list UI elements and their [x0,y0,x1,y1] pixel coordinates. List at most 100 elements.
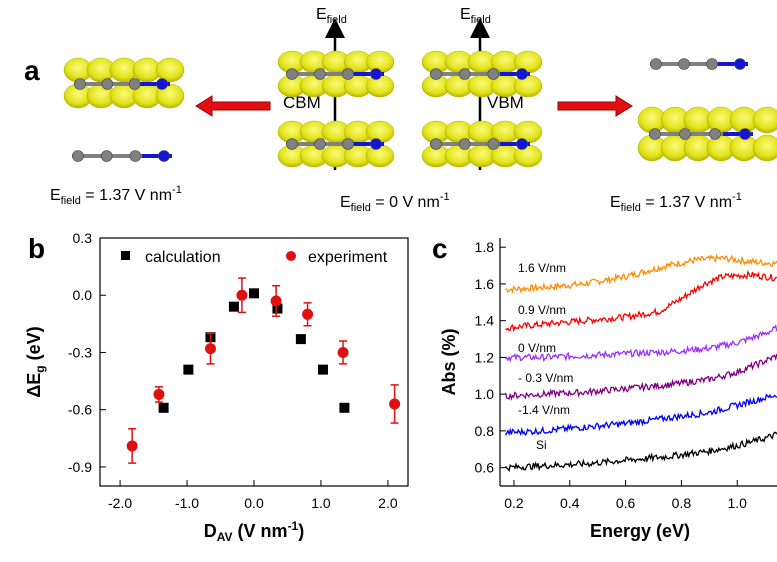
panel-b-marks [126,277,401,464]
density-vbm-upper-2 [421,74,543,98]
panel-c-letter: c [432,233,448,264]
legend-experiment: experiment [308,249,388,266]
spectrum-line [505,269,777,333]
panel-c-xtick-label: 0.8 [672,495,692,511]
calculation-point [183,364,194,375]
panel-c-ytick-label: 1.6 [475,276,495,292]
panel-c-marks: 1.6 V/nm 0.9 V/nm 0 V/nm - 0.3 V/nm -1.4 V/n… [504,253,777,472]
spectrum-line [505,431,777,472]
legend-calculation: calculation [145,249,221,266]
molecule-cbm-upper [286,68,384,80]
panel-b-letter: b [28,233,45,264]
panel-b-ytick-label: 0.3 [73,230,93,246]
calculation-point [249,288,259,299]
density-cbm-upper-2 [277,74,395,98]
legend-calculation-marker [121,251,130,260]
panel-c-xtick-label: 0.4 [560,495,580,511]
panel-c-xlabel: Energy (eV) [590,521,690,541]
svg-text:Efield: Efield [460,6,491,26]
experiment-point [302,308,314,320]
molecule-bottom-right [649,128,753,140]
panel-c-ytick-label: 1.2 [475,349,495,365]
density-vbm-lower-2 [421,144,543,168]
spectrum-label: 0 V/nm [518,341,556,355]
cbm-label: CBM [283,93,321,112]
panel-b-xtick-label: -1.0 [175,495,199,511]
panel-c-ylabel: Abs (%) [439,328,459,395]
field-label-center: Efield = 0 V nm-1 [340,191,450,214]
density-cbm-lower-1 [277,120,395,144]
field-label-left: Efield = 1.37 V nm-1 [50,184,182,207]
experiment-point [204,343,216,355]
experiment-point [236,289,248,301]
panel-b-xlabel: DAV (V nm-1) [204,519,304,544]
calculation-point [339,402,350,413]
panel-c: c 0.2 0.4 0.6 0.8 1.0 0.6 0.8 1.0 1.2 1.4 1.6 1.8 1… [432,233,777,541]
density-cbm-upper-1 [277,50,395,74]
experiment-point [270,295,282,307]
molecule-vbm-upper [430,68,530,80]
calculation-point [228,301,239,312]
panel-b-ytick-label: -0.9 [68,459,92,475]
panel-b-ytick-label: 0.0 [73,287,93,303]
calculation-point [295,334,306,345]
molecule-vbm-lower [430,138,530,150]
experiment-point [337,346,349,358]
legend-experiment-marker [286,251,296,261]
calculation-point [272,303,283,314]
panel-b-frame [99,237,409,487]
svg-text:Efield: Efield [316,6,347,26]
spectrum-label: 0.9 V/nm [518,303,566,317]
density-right-lower [637,134,777,162]
panel-c-ticks: 0.2 0.4 0.6 0.8 1.0 0.6 0.8 1.0 1.2 1.4 1.6 1.8 [475,239,748,511]
molecule-bottom-left [72,150,172,162]
experiment-point [126,440,138,452]
panel-c-ytick-label: 0.8 [475,423,495,439]
vbm-label: VBM [487,93,524,112]
spectrum-line [505,324,777,363]
calculation-point [158,402,169,413]
panel-c-ytick-label: 0.6 [475,460,495,476]
panel-c-xtick-label: 0.6 [616,495,636,511]
panel-c-xtick-label: 0.2 [504,495,524,511]
molecule-cbm-lower [286,138,384,150]
density-top-left-upper [63,57,185,83]
spectrum-label: - 0.3 V/nm [518,371,573,385]
density-vbm-lower-1 [421,120,543,144]
panel-a-letter: a [24,55,40,86]
panel-c-ytick-label: 1.8 [475,239,495,255]
panel-b-ylabel: ΔEg (eV) [24,326,47,397]
calculation-point [317,364,328,375]
panel-b-xtick-label: 2.0 [378,495,398,511]
spectrum-line [505,393,777,437]
right-direction-arrow [557,95,633,117]
panel-c-ytick-label: 1.4 [475,313,495,329]
density-top-left-lower [63,83,185,109]
panel-c-xtick-label: 1.0 [727,495,747,511]
spectrum-line [504,353,777,401]
experiment-point [389,398,401,410]
field-label-right: Efield = 1.37 V nm-1 [610,191,742,214]
density-right-upper [637,106,777,134]
molecule-top-right [650,58,748,70]
panel-b-xtick-label: 1.0 [311,495,331,511]
spectrum-line [505,253,777,294]
panel-b-ytick-label: -0.6 [68,402,92,418]
molecular-structures [63,50,777,168]
panel-b: b -2.0 -1.0 0.0 1.0 2.0 0.3 0.0 -0.3 -0.6 -0.9 ca… [24,230,409,544]
molecule-top-left [74,78,170,90]
panel-b-ticks: -2.0 -1.0 0.0 1.0 2.0 0.3 0.0 -0.3 -0.6 -0.9 [68,230,398,511]
panel-b-xtick-label: -2.0 [108,495,132,511]
panel-c-ytick-label: 1.0 [475,386,495,402]
panel-b-xtick-label: 0.0 [244,495,264,511]
density-cbm-lower-2 [277,144,395,168]
panel-b-ytick-label: -0.3 [68,344,92,360]
spectrum-label: 1.6 V/nm [518,261,566,275]
spectrum-label: -1.4 V/nm [518,403,570,417]
panel-a: a Efield Efield CBM VBM Efield = 1.37 V … [24,6,777,214]
spectrum-label: Si [536,438,547,452]
left-direction-arrow [195,95,271,117]
density-vbm-upper-1 [421,50,543,74]
experiment-point [153,388,165,400]
